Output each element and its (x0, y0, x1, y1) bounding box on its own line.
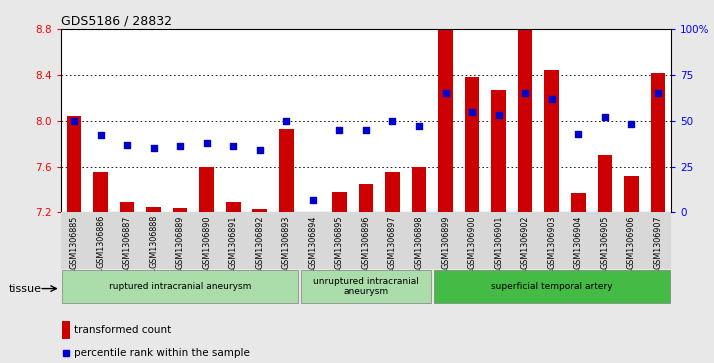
Bar (491, 90, 506, 212)
Text: GSM1306889: GSM1306889 (176, 215, 185, 269)
Text: GSM1306886: GSM1306886 (96, 215, 105, 268)
Point (466, 109, 478, 114)
Bar (120, 202, 134, 212)
Bar (650, 73, 665, 212)
Bar (465, 77, 479, 212)
Text: GSM1306903: GSM1306903 (547, 215, 556, 269)
Text: GSM1306902: GSM1306902 (521, 215, 530, 269)
Text: tissue: tissue (9, 284, 41, 294)
Bar (199, 167, 214, 212)
Bar (571, 193, 585, 212)
Point (520, 90, 531, 96)
Point (625, 122, 637, 127)
Bar (63, 322, 71, 339)
Text: GSM1306893: GSM1306893 (282, 215, 291, 269)
Bar (66, 116, 81, 212)
Text: percentile rank within the sample: percentile rank within the sample (74, 348, 250, 358)
Point (61, 350, 72, 355)
Point (281, 118, 292, 123)
Bar (279, 129, 293, 212)
Point (228, 143, 239, 149)
Text: GSM1306892: GSM1306892 (256, 215, 264, 269)
Bar (438, 29, 453, 212)
Point (254, 147, 266, 153)
Text: GSM1306900: GSM1306900 (468, 215, 476, 269)
Bar (544, 70, 559, 212)
Text: unruptured intracranial
aneurysm: unruptured intracranial aneurysm (313, 277, 419, 297)
Bar (385, 172, 400, 212)
Point (121, 142, 133, 147)
Text: GSM1306885: GSM1306885 (69, 215, 79, 269)
Text: GSM1306894: GSM1306894 (308, 215, 317, 269)
Point (148, 145, 159, 151)
Bar (358, 184, 373, 212)
Bar (94, 172, 108, 212)
Bar (598, 155, 612, 212)
Bar (306, 212, 320, 216)
Text: GSM1306890: GSM1306890 (202, 215, 211, 269)
FancyBboxPatch shape (62, 270, 298, 303)
Point (573, 131, 584, 136)
Text: GSM1306905: GSM1306905 (600, 215, 609, 269)
Text: GSM1306888: GSM1306888 (149, 215, 158, 268)
Point (387, 118, 398, 123)
Point (413, 123, 425, 129)
Bar (173, 208, 188, 212)
Text: transformed count: transformed count (74, 326, 171, 335)
Point (174, 143, 186, 149)
Bar (624, 176, 638, 212)
Text: GSM1306887: GSM1306887 (123, 215, 131, 269)
Bar (332, 192, 347, 212)
FancyBboxPatch shape (301, 270, 431, 303)
Bar (253, 209, 267, 212)
Text: ruptured intracranial aneurysm: ruptured intracranial aneurysm (109, 282, 251, 291)
Point (307, 197, 318, 203)
Point (440, 90, 451, 96)
Bar (412, 167, 426, 212)
Text: GSM1306907: GSM1306907 (653, 215, 663, 269)
Point (599, 114, 610, 120)
Text: superficial temporal artery: superficial temporal artery (491, 282, 613, 291)
Text: GSM1306891: GSM1306891 (228, 215, 238, 269)
Text: GSM1306895: GSM1306895 (335, 215, 344, 269)
Text: GSM1306904: GSM1306904 (574, 215, 583, 269)
Text: GSM1306906: GSM1306906 (627, 215, 636, 269)
Point (333, 127, 345, 133)
Text: GDS5186 / 28832: GDS5186 / 28832 (61, 15, 171, 28)
Text: GSM1306901: GSM1306901 (494, 215, 503, 269)
Point (69, 118, 80, 123)
Point (201, 140, 212, 146)
Text: GSM1306897: GSM1306897 (388, 215, 397, 269)
FancyBboxPatch shape (433, 270, 670, 303)
Bar (518, 29, 533, 212)
Text: GSM1306896: GSM1306896 (361, 215, 371, 269)
Bar (226, 202, 241, 212)
Point (652, 90, 663, 96)
Bar (146, 207, 161, 212)
Point (546, 96, 558, 102)
Text: GSM1306898: GSM1306898 (415, 215, 423, 269)
Point (95, 132, 106, 138)
Point (360, 127, 371, 133)
Point (493, 112, 504, 118)
Text: GSM1306899: GSM1306899 (441, 215, 450, 269)
